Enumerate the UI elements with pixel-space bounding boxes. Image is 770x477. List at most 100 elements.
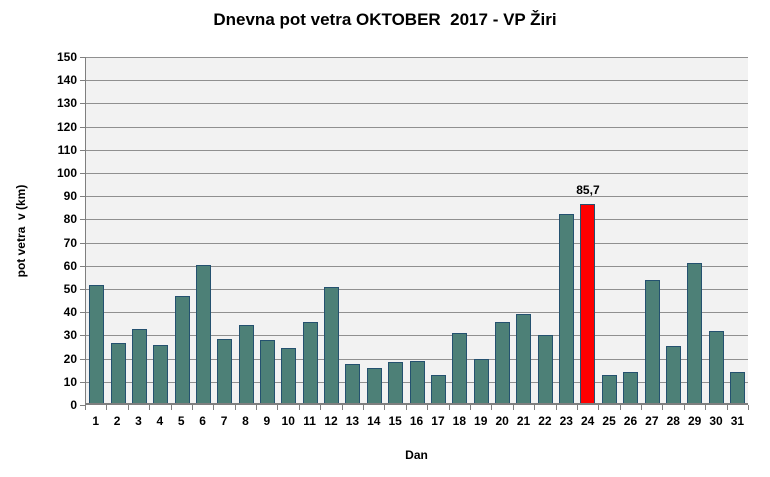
bar [623,371,639,403]
gridline [86,196,748,198]
y-tick-label: 130 [56,96,77,111]
gridline [86,173,748,174]
bar [89,284,105,403]
bar [495,321,510,403]
y-tick-mark [80,265,86,267]
bar-slot [428,57,449,403]
x-tick-mark [555,405,557,410]
bar [153,345,169,403]
bar-slot [236,57,257,403]
bar [324,287,340,403]
y-tick-label: 150 [56,50,77,64]
bar-slot [150,57,171,403]
value-label: 85,7 [576,183,600,198]
bar [516,313,532,403]
bar-slot [492,57,513,403]
x-tick-mark [641,405,643,410]
bar [665,346,681,403]
x-tick-mark [341,405,343,410]
y-tick-mark [80,103,86,105]
x-tick-label: 27 [645,414,659,428]
bar-slot [300,57,321,403]
bar-highlighted [580,204,596,403]
x-tick-label: 19 [474,414,488,428]
bar-slot [641,57,662,403]
bar-slot [705,57,726,403]
y-tick-mark [80,57,86,58]
bar [430,375,446,403]
x-tick-mark [512,405,514,410]
x-tick-label: 30 [709,414,723,428]
bar [195,264,211,403]
bar [131,328,147,403]
bar [687,262,703,403]
x-tick-mark [469,405,471,410]
bar [644,280,660,403]
x-tick-mark [598,405,600,410]
bar [260,340,276,403]
x-tick-label: 13 [345,414,360,428]
x-tick-label: 24 [581,414,595,428]
x-tick-mark [576,405,578,410]
x-tick-mark [298,405,300,410]
y-tick-mark [80,80,86,82]
y-tick-label: 60 [63,258,77,273]
x-tick-mark [213,405,215,410]
bar [452,333,468,403]
y-tick-label: 50 [63,282,77,296]
bar-slot [406,57,427,403]
y-tick-mark [80,196,86,198]
x-tick-mark [683,405,685,410]
x-tick-label: 10 [281,414,295,428]
bar [174,296,190,403]
x-tick-label: 25 [602,414,616,428]
y-tick-mark [80,289,86,290]
bar-slot [449,57,470,403]
y-tick-label: 70 [63,235,77,250]
x-tick-label: 20 [495,414,509,428]
x-tick-label: 21 [516,414,531,428]
bar-slot [257,57,278,403]
bar [409,361,425,403]
bar-slot [321,57,342,403]
gridline [86,103,748,105]
bar [302,321,318,403]
bar-slot [599,57,620,403]
bar [110,342,126,403]
y-tick-mark [80,126,86,128]
x-tick-marks [85,405,749,410]
bar [537,334,553,403]
y-tick-label: 120 [56,119,77,134]
bar-slot [620,57,641,403]
y-tick-label: 80 [63,212,77,227]
gridline [86,126,748,128]
x-tick-mark [149,405,151,410]
gridline [86,219,748,221]
y-tick-label: 40 [63,305,77,320]
bar-slot [513,57,534,403]
bar [388,362,404,403]
x-tick-label: 11 [303,414,316,428]
x-tick-label: 1 [92,414,100,428]
bar-slot [86,57,107,403]
gridline [86,80,748,82]
y-tick-label: 140 [56,73,77,88]
x-tick-label: 4 [156,414,164,428]
x-tick-label: 9 [263,414,271,428]
x-tick-mark [534,405,536,410]
x-tick-label: 3 [135,414,142,428]
x-tick-label: 23 [559,414,573,428]
gridline [86,312,748,314]
bar-slot [684,57,705,403]
bar-slot [193,57,214,403]
x-tick-mark [384,405,386,410]
bar [729,371,745,403]
x-tick-mark [491,405,493,410]
x-tick-label: 17 [431,414,445,428]
x-tick-mark [191,405,193,410]
bar [345,363,361,403]
x-tick-mark [619,405,621,410]
gridline [86,335,748,337]
y-tick-mark [80,149,86,151]
